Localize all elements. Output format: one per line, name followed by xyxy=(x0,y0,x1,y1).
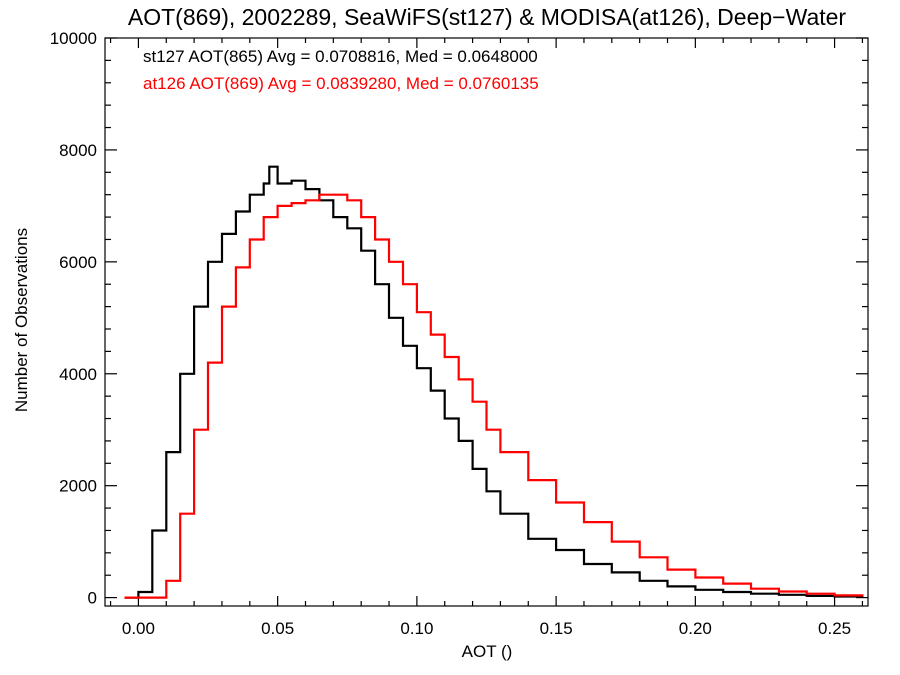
x-tick-label: 0.10 xyxy=(400,619,433,638)
x-tick-label: 0.05 xyxy=(261,619,294,638)
plot-frame xyxy=(104,37,869,607)
y-tick-label: 6000 xyxy=(59,253,97,272)
y-tick-label: 2000 xyxy=(59,477,97,496)
x-tick-label: 0.20 xyxy=(679,619,712,638)
x-tick-label: 0.00 xyxy=(122,619,155,638)
chart-title: AOT(869), 2002289, SeaWiFS(st127) & MODI… xyxy=(128,4,847,30)
legend: st127 AOT(865) Avg = 0.0708816, Med = 0.… xyxy=(143,47,539,93)
legend-entry-st127: st127 AOT(865) Avg = 0.0708816, Med = 0.… xyxy=(143,47,538,66)
y-tick-label: 4000 xyxy=(59,365,97,384)
y-axis-label: Number of Observations xyxy=(12,228,31,412)
y-tick-label: 10000 xyxy=(50,29,97,48)
x-tick-label: 0.15 xyxy=(540,619,573,638)
legend-entry-at126: at126 AOT(869) Avg = 0.0839280, Med = 0.… xyxy=(143,74,539,93)
y-tick-label: 8000 xyxy=(59,141,97,160)
x-axis-label: AOT () xyxy=(462,642,513,661)
x-axis-ticks: 0.00 0.05 0.10 0.15 0.20 0.25 xyxy=(109,38,864,638)
series-line-at126 xyxy=(124,193,864,599)
series-line-st127 xyxy=(124,165,864,599)
y-tick-label: 0 xyxy=(88,589,97,608)
y-axis-ticks: 0 2000 4000 6000 8000 10000 xyxy=(50,29,868,608)
series-layer xyxy=(124,165,864,599)
plot-border xyxy=(104,37,869,607)
x-tick-label: 0.25 xyxy=(818,619,851,638)
